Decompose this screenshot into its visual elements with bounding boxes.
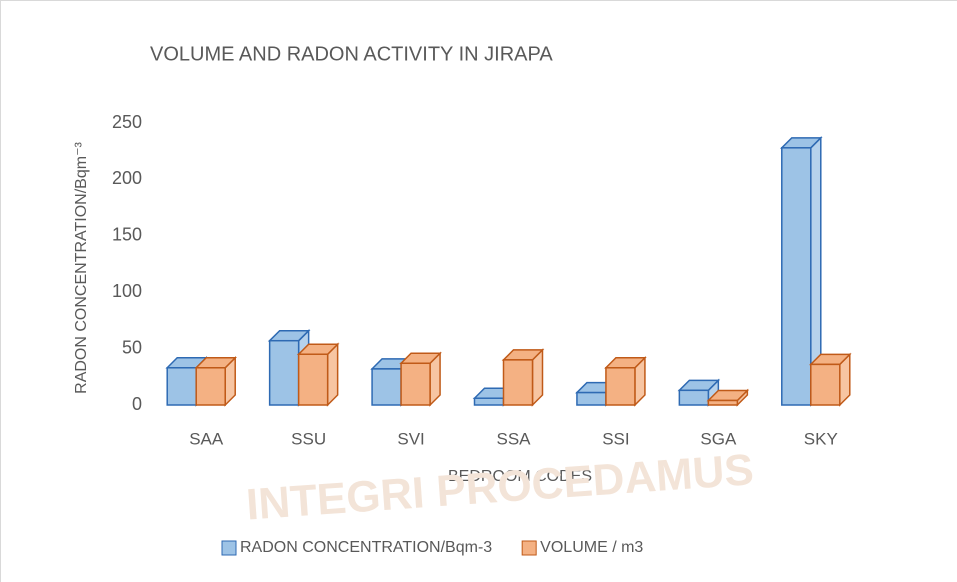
legend-label: RADON CONCENTRATION/Bqm-3 xyxy=(240,539,492,556)
bar-front xyxy=(473,397,505,406)
x-tick-label: SAA xyxy=(189,429,224,448)
legend-swatch xyxy=(521,540,537,556)
bar xyxy=(194,355,238,407)
x-axis-label: BEDROOM CODES xyxy=(448,468,592,485)
bar-front xyxy=(400,362,431,406)
x-tick-label: SVI xyxy=(397,429,424,448)
bar-front xyxy=(678,389,710,406)
x-tick-label: SKY xyxy=(804,429,838,448)
y-tick-label: 250 xyxy=(112,112,142,132)
bar xyxy=(706,388,750,407)
chart-title: VOLUME AND RADON ACTIVITY IN JIRAPA xyxy=(150,43,553,65)
x-tick-label: SSA xyxy=(496,429,531,448)
bar xyxy=(808,352,852,407)
bar xyxy=(677,378,721,407)
bar-front xyxy=(707,399,739,406)
bar xyxy=(296,342,340,407)
legend-label: VOLUME / m3 xyxy=(540,539,643,556)
legend-swatch xyxy=(221,540,237,556)
bar-front xyxy=(605,367,636,406)
bar xyxy=(399,351,442,407)
bar-front xyxy=(166,367,197,406)
bar xyxy=(779,136,823,407)
bar-front xyxy=(371,368,402,406)
y-tick-label: 150 xyxy=(112,225,142,245)
bar-front xyxy=(781,147,812,406)
bar xyxy=(501,348,545,407)
y-tick-label: 0 xyxy=(132,394,142,414)
bar xyxy=(604,355,647,407)
bar-front xyxy=(576,391,607,406)
x-tick-label: SSI xyxy=(602,429,629,448)
x-tick-label: SGA xyxy=(700,429,737,448)
bar-front xyxy=(810,363,841,406)
y-axis-label: RADON CONCENTRATION/Bqm⁻³ xyxy=(73,141,90,393)
bar-front xyxy=(297,353,329,406)
x-tick-label: SSU xyxy=(291,429,326,448)
y-tick-label: 100 xyxy=(112,281,142,301)
bar-front xyxy=(195,367,226,406)
y-tick-label: 200 xyxy=(112,168,142,188)
bar-front xyxy=(502,359,534,406)
y-tick-label: 50 xyxy=(122,337,142,357)
bar-front xyxy=(268,339,300,406)
